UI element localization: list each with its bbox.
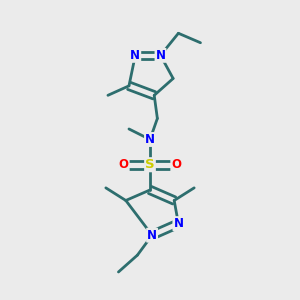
Text: N: N — [147, 229, 157, 242]
Text: N: N — [130, 49, 140, 62]
Text: O: O — [171, 158, 181, 171]
Text: N: N — [145, 133, 155, 146]
Text: N: N — [155, 49, 166, 62]
Text: O: O — [119, 158, 129, 171]
Text: N: N — [173, 217, 183, 230]
Text: S: S — [145, 158, 155, 171]
